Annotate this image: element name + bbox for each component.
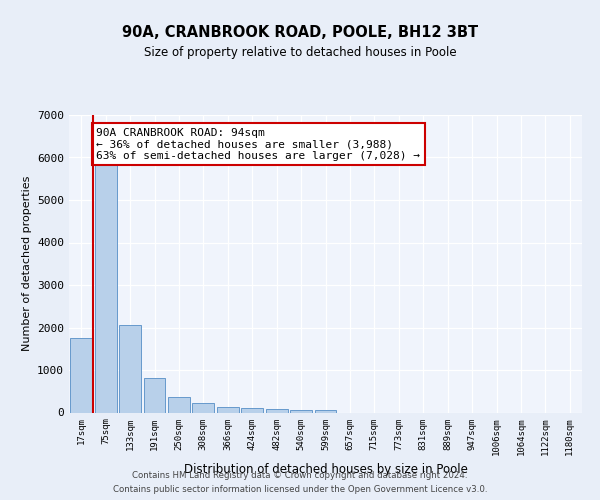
Y-axis label: Number of detached properties: Number of detached properties [22,176,32,352]
Bar [168,397,190,412]
Text: Contains HM Land Registry data © Crown copyright and database right 2024.: Contains HM Land Registry data © Crown c… [132,472,468,480]
Bar [290,410,312,412]
Bar [241,408,263,412]
Text: 90A CRANBROOK ROAD: 94sqm
← 36% of detached houses are smaller (3,988)
63% of se: 90A CRANBROOK ROAD: 94sqm ← 36% of detac… [97,128,421,161]
X-axis label: Distribution of detached houses by size in Poole: Distribution of detached houses by size … [184,464,467,476]
Bar [95,165,116,412]
Bar [266,409,287,412]
Bar [217,407,239,412]
Bar [193,403,214,412]
Text: Size of property relative to detached houses in Poole: Size of property relative to detached ho… [143,46,457,59]
Bar [70,338,92,412]
Text: 90A, CRANBROOK ROAD, POOLE, BH12 3BT: 90A, CRANBROOK ROAD, POOLE, BH12 3BT [122,25,478,40]
Text: Contains public sector information licensed under the Open Government Licence v3: Contains public sector information licen… [113,484,487,494]
Bar [119,326,141,412]
Bar [314,410,337,412]
Bar [143,378,166,412]
